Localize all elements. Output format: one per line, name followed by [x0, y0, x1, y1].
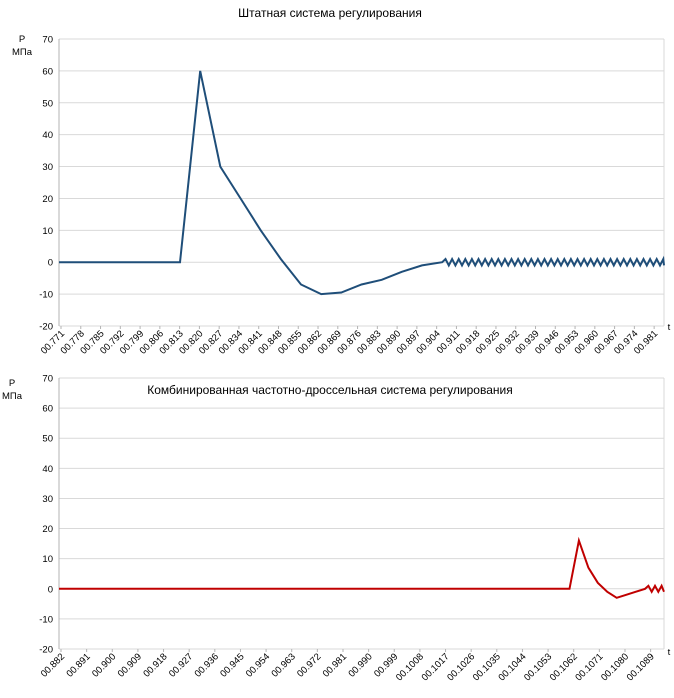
- chart-1-y-unit: МПа: [12, 47, 33, 58]
- chart-2-x-tick-label: 00.972: [295, 651, 323, 679]
- chart-1-y-tick-label: 10: [42, 226, 53, 237]
- chart-2-grid: [58, 377, 665, 650]
- chart-1-y-tick-label: 70: [42, 35, 53, 46]
- chart-2-x-tick-label: 00.945: [218, 651, 246, 679]
- chart-2-y-tick-label: 60: [42, 404, 53, 415]
- chart-2-x-tick-label: 00.963: [270, 651, 298, 679]
- chart-1-y-tick-label: 50: [42, 98, 53, 109]
- chart-2-y-tick-label: 30: [42, 494, 53, 505]
- chart-2-x-tick-label: 00.918: [141, 651, 169, 679]
- chart-1-grid: [58, 38, 665, 327]
- chart-1-y-label: P: [19, 34, 25, 45]
- chart-1-y-tick-label: -10: [39, 290, 53, 301]
- chart-2-y-label: P: [9, 378, 15, 389]
- chart-1-y-tick-label: 60: [42, 66, 53, 77]
- chart-2-x-tick-label: 00.936: [193, 651, 221, 679]
- chart-2-y-tick-label: -10: [39, 614, 53, 625]
- chart-2-x-tick-label: 00.882: [39, 651, 67, 679]
- chart-2-title: Комбинированная частотно-дроссельная сис…: [147, 383, 512, 397]
- chart-2-x-tick-label: 00.990: [346, 651, 374, 679]
- chart-2-y-ticks: 70 60 50 40 30 20 10 0 -10 -20: [39, 374, 53, 656]
- chart-2-y-tick-label: 70: [42, 374, 53, 385]
- chart-2: Комбинированная частотно-дроссельная сис…: [2, 374, 671, 684]
- chart-2-series-line: [59, 536, 665, 599]
- chart-2-y-unit: МПа: [2, 391, 23, 402]
- chart-2-x-label: t: [668, 647, 671, 658]
- chart-2-x-tick-label: 00.927: [167, 651, 195, 679]
- chart-2-y-tick-label: 0: [48, 584, 53, 595]
- chart-1-y-tick-label: 40: [42, 130, 53, 141]
- chart-2-y-tick-label: -20: [39, 645, 53, 656]
- chart-2-x-tick-label: 00.1089: [625, 651, 657, 683]
- chart-2-x-ticks: 00.88200.89100.90000.90900.91800.92700.9…: [39, 649, 657, 683]
- chart-1-y-tick-label: 20: [42, 194, 53, 205]
- chart-2-x-tick-label: 00.981: [321, 651, 349, 679]
- chart-1-title: Штатная система регулирования: [238, 6, 422, 20]
- chart-2-y-tick-label: 50: [42, 434, 53, 445]
- chart-2-x-tick-label: 00.909: [116, 651, 144, 679]
- chart-1-x-ticks: 00.77100.77800.78500.79200.79900.80600.8…: [39, 326, 660, 357]
- chart-2-y-tick-label: 10: [42, 554, 53, 565]
- chart-1-y-tick-label: 30: [42, 162, 53, 173]
- chart-1: Штатная система регулирования P МПа t 70…: [12, 6, 671, 357]
- chart-2-y-tick-label: 40: [42, 464, 53, 475]
- chart-1-x-label: t: [668, 322, 671, 333]
- chart-1-y-tick-label: -20: [39, 322, 53, 333]
- chart-1-y-ticks: 70 60 50 40 30 20 10 0 -10 -20: [39, 35, 53, 333]
- chart-2-x-tick-label: 00.891: [64, 651, 92, 679]
- chart-1-series-line: [59, 70, 665, 296]
- chart-2-y-tick-label: 20: [42, 524, 53, 535]
- chart-2-x-tick-label: 00.900: [90, 651, 118, 679]
- chart-2-x-tick-label: 00.954: [244, 651, 272, 679]
- chart-1-y-tick-label: 0: [48, 258, 53, 269]
